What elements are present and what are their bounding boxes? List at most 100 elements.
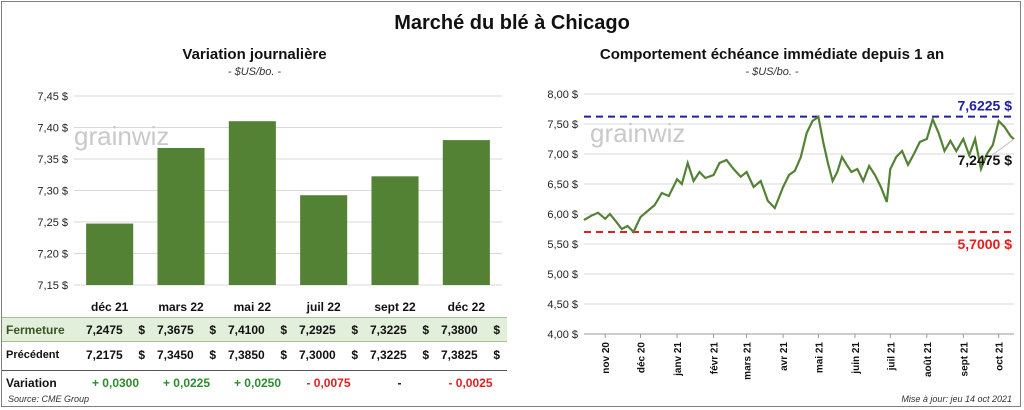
page-title: Marché du blé à Chicago: [394, 12, 630, 34]
line-y-tick-label: 4,50 $: [547, 299, 578, 311]
line-y-tick-label: 6,50 $: [547, 179, 578, 191]
table-cell-value: 7,3675: [157, 322, 194, 337]
table-cell: 7,4100 $: [222, 323, 293, 337]
bar-x-tick-label: juil 22: [306, 300, 341, 314]
line-y-tick-label: 7,00 $: [547, 149, 578, 161]
table-cell-unit: $: [209, 347, 216, 362]
table-cell-value: 7,2925: [299, 322, 336, 337]
table-cell: 7,2175 $: [80, 348, 151, 362]
line-x-tick-label: janv 21: [673, 342, 684, 377]
line-chart: 4,00 $ 4,50 $ 5,00 $ 5,50 $ 6,00 $ 6,50 $ 7,00…: [547, 89, 1015, 380]
bar-grid: [74, 95, 502, 286]
table-cell-value: 7,2475: [86, 322, 123, 337]
line-x-tick-label: sept 21: [959, 342, 970, 377]
line-y-axis: 4,00 $ 4,50 $ 5,00 $ 5,50 $ 6,00 $ 6,50 $ 7,00…: [547, 89, 578, 341]
bar-x-tick-label: mai 22: [234, 300, 272, 314]
right-chart-subtitle: - $US/bo. -: [745, 66, 799, 78]
table-cell-value: 7,3800: [441, 322, 478, 337]
table-row-label: Précédent: [6, 348, 60, 361]
bar: [371, 176, 419, 285]
line-x-tick-label: déc 20: [637, 342, 648, 374]
bar-y-tick-label: 7,30 $: [37, 186, 68, 198]
table-cell: 7,3675 $: [151, 323, 222, 337]
table-row-label: Variation: [6, 375, 57, 390]
table-cell-unit: $: [209, 322, 216, 337]
last-value-label: 7,2475 $: [958, 152, 1013, 168]
table-row-variation: Variation + 0,0300 + 0,0225 + 0,0250 - 0,007…: [2, 370, 507, 394]
bar: [86, 223, 134, 285]
line-x-axis: nov 20 déc 20 janv 21 févr 21 mars 21 avr 21 m…: [601, 334, 1006, 380]
reference-line-label: 5,7000 $: [958, 236, 1013, 252]
bar-y-tick-label: 7,25 $: [37, 217, 68, 229]
table-row-precedent: Précédent 7,2175 $7,3450 $7,3850 $7,3000 $7,3…: [2, 343, 507, 366]
table-cell-unit: $: [493, 322, 500, 337]
line-value-labels: 7,6225 $ 5,7000 $ 7,2475 $: [958, 98, 1015, 252]
grainwiz-watermark-right: grainwiz: [590, 118, 685, 148]
table-cell: -: [397, 375, 402, 390]
line-y-tick-label: 6,00 $: [547, 209, 578, 221]
bar-y-tick-label: 7,35 $: [37, 154, 68, 166]
left-chart-subtitle: - $US/bo. -: [227, 66, 282, 78]
table-cell-unit: $: [422, 347, 429, 362]
bar-chart: 7,15 $ 7,20 $ 7,25 $ 7,30 $ 7,35 $ 7,40 $ 7,45…: [37, 91, 502, 314]
table-cell: 7,3225 $: [364, 323, 435, 337]
table-row-label: Fermeture: [6, 322, 65, 337]
table-cell: 7,3825 $: [435, 348, 506, 362]
table-cell-value: 7,4100: [228, 322, 265, 337]
line-y-tick-label: 5,00 $: [547, 269, 578, 281]
bar-x-axis: déc 21 mars 22 mai 22 juil 22 sept 22 déc 22: [91, 300, 485, 314]
table-cell: 7,3450 $: [151, 348, 222, 362]
line-x-tick-label: avr 21: [779, 342, 790, 371]
last-value-leader: [991, 138, 1015, 156]
left-chart-title: Variation journalière: [182, 46, 327, 63]
table-cell-unit: $: [138, 347, 145, 362]
table-cell-value: 7,3450: [157, 347, 194, 362]
table-cell: - 0,0025: [448, 375, 493, 390]
line-x-tick-label: mars 21: [743, 342, 754, 380]
bar: [157, 147, 205, 285]
line-x-tick-label: oct 21: [995, 342, 1006, 371]
table-cell: 7,3225 $: [364, 348, 435, 362]
bar-x-tick-label: déc 21: [91, 300, 129, 314]
table-cell: 7,3000 $: [293, 348, 364, 362]
bar-y-tick-label: 7,45 $: [37, 91, 68, 103]
line-y-tick-label: 7,50 $: [547, 119, 578, 131]
bar: [228, 121, 276, 285]
table-cell-unit: $: [280, 322, 287, 337]
bar: [442, 140, 490, 285]
grainwiz-watermark: grainwiz: [74, 121, 169, 151]
table-row-fermeture: Fermeture 7,2475 $7,3675 $7,4100 $7,2925 $7,3…: [2, 317, 507, 342]
line-x-tick-label: juil 21: [886, 342, 897, 372]
bar: [300, 195, 348, 285]
bar-y-tick-label: 7,15 $: [37, 280, 68, 292]
table-cell-unit: $: [351, 322, 358, 337]
bar-series: [86, 121, 490, 285]
table-cell: + 0,0250: [233, 375, 282, 390]
bar-x-tick-label: déc 22: [448, 300, 486, 314]
line-x-tick-label: juin 21: [851, 342, 862, 375]
table-cell-unit: $: [422, 322, 429, 337]
line-y-tick-label: 5,50 $: [547, 239, 578, 251]
line-x-tick-label: févr 21: [710, 342, 721, 375]
table-cell-value: 7,2175: [86, 347, 123, 362]
table-cell-unit: $: [280, 347, 287, 362]
line-grid: [584, 93, 1014, 335]
bar-y-tick-label: 7,20 $: [37, 249, 68, 261]
table-cell-value: 7,3825: [441, 347, 478, 362]
line-x-tick-label: nov 20: [601, 342, 612, 374]
table-cell-value: 7,3225: [370, 347, 407, 362]
bar-y-tick-label: 7,40 $: [37, 123, 68, 135]
table-cell-unit: $: [351, 347, 358, 362]
reference-line-label: 7,6225 $: [958, 98, 1013, 114]
table-cell-unit: $: [138, 322, 145, 337]
update-note: Mise à jour: jeu 14 oct 2021: [901, 394, 1012, 404]
line-x-tick-label: août 21: [923, 342, 934, 377]
bar-y-axis: 7,15 $ 7,20 $ 7,25 $ 7,30 $ 7,35 $ 7,40 $ 7,45…: [37, 91, 68, 292]
line-y-tick-label: 4,00 $: [547, 329, 578, 341]
table-cell: 7,2925 $: [293, 323, 364, 337]
bar-x-tick-label: mars 22: [158, 300, 204, 314]
line-y-tick-label: 8,00 $: [547, 89, 578, 101]
table-cell: 7,3800 $: [435, 323, 506, 337]
table-cell: 7,3850 $: [222, 348, 293, 362]
